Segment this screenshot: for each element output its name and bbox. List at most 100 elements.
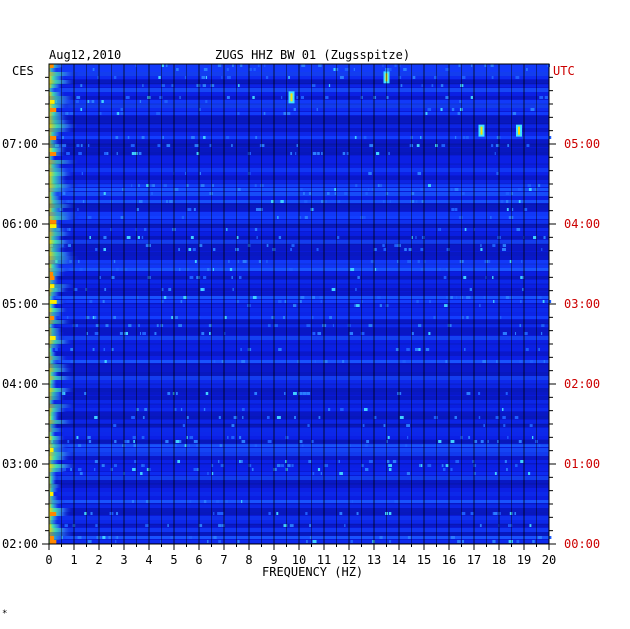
- heatmap-speck: [427, 184, 431, 187]
- heatmap-speck: [124, 268, 128, 271]
- heatmap-speck: [188, 444, 191, 447]
- heatmap-speck: [405, 444, 408, 447]
- lowfreq-hot: [50, 300, 57, 304]
- lowfreq-cell: [49, 228, 71, 232]
- heatmap-speck: [241, 360, 246, 363]
- heatmap-speck: [131, 416, 135, 419]
- lowfreq-cell: [49, 276, 61, 280]
- heatmap-speck: [425, 112, 428, 115]
- heatmap-speck: [427, 108, 432, 111]
- heatmap-speck: [417, 172, 422, 175]
- heatmap-speck: [533, 236, 537, 239]
- lowfreq-cell: [49, 116, 70, 120]
- heatmap-speck: [215, 500, 220, 503]
- heatmap-speck: [317, 468, 321, 471]
- heatmap-speck: [115, 540, 117, 543]
- lowfreq-hot: [50, 336, 56, 340]
- heatmap-speck: [503, 424, 506, 427]
- heatmap-speck: [302, 392, 307, 395]
- heatmap-speck: [79, 268, 83, 271]
- heatmap-speck: [501, 408, 504, 411]
- lowfreq-cell: [49, 140, 61, 144]
- heatmap-speck: [130, 144, 135, 147]
- lowfreq-cell: [49, 472, 58, 476]
- x-tick-label: 3: [120, 553, 127, 567]
- heatmap-speck: [188, 248, 192, 251]
- lowfreq-cell: [49, 64, 66, 68]
- heatmap-speck: [478, 416, 481, 419]
- heatmap-speck: [166, 144, 171, 147]
- heatmap-speck: [127, 136, 130, 139]
- heatmap-speck: [193, 208, 196, 211]
- heatmap-speck: [220, 512, 224, 515]
- heatmap-speck: [86, 332, 89, 335]
- heatmap-speck: [218, 460, 220, 463]
- heatmap-speck: [507, 436, 509, 439]
- grid-lines: [48, 63, 550, 545]
- heatmap-speck: [461, 540, 465, 543]
- heatmap-speck: [236, 236, 239, 239]
- heatmap-speck: [543, 236, 546, 239]
- heatmap-speck: [198, 244, 203, 247]
- heatmap-speck: [208, 324, 212, 327]
- heatmap-speck: [312, 472, 315, 475]
- heatmap-speck: [451, 108, 455, 111]
- heatmap-speck: [87, 144, 90, 147]
- heatmap-speck: [508, 216, 512, 219]
- heatmap-speck: [87, 436, 91, 439]
- heatmap-speck: [530, 360, 534, 363]
- heatmap-speck: [227, 436, 229, 439]
- heatmap-speck: [373, 416, 377, 419]
- heatmap-speck: [285, 460, 288, 463]
- heatmap-speck: [520, 276, 523, 279]
- heatmap-speck: [241, 408, 245, 411]
- heatmap-speck: [87, 100, 89, 103]
- heatmap-speck: [158, 76, 161, 79]
- heatmap-speck: [454, 208, 458, 211]
- heatmap-speck: [131, 500, 135, 503]
- heatmap-speck: [133, 440, 135, 443]
- heatmap-speck: [446, 268, 448, 271]
- lowfreq-cell: [49, 208, 66, 212]
- heatmap-speck: [421, 444, 423, 447]
- heatmap-speck: [346, 152, 350, 155]
- heatmap-speck: [293, 108, 296, 111]
- lowfreq-cell: [49, 144, 69, 148]
- lowfreq-cell: [49, 180, 70, 184]
- heatmap-speck: [508, 524, 510, 527]
- heatmap-speck: [157, 144, 161, 147]
- heatmap-speck: [136, 408, 139, 411]
- heatmap-speck: [510, 192, 513, 195]
- heatmap-speck: [209, 332, 211, 335]
- lowfreq-hot: [50, 492, 54, 496]
- heatmap-speck: [242, 260, 247, 263]
- lowfreq-cell: [49, 100, 77, 104]
- heatmap-speck: [290, 152, 293, 155]
- x-tick-label: 12: [342, 553, 356, 567]
- heatmap-speck: [433, 76, 438, 79]
- lowfreq-cell: [49, 184, 79, 188]
- lowfreq-cell: [49, 428, 66, 432]
- heatmap-speck: [506, 468, 508, 471]
- heatmap-speck: [309, 524, 312, 527]
- heatmap-speck: [414, 348, 419, 351]
- lowfreq-cell: [49, 204, 78, 208]
- heatmap-speck: [528, 188, 532, 191]
- heatmap-speck: [219, 444, 223, 447]
- heatmap-speck: [237, 260, 240, 263]
- heatmap-speck: [79, 472, 83, 475]
- heatmap-speck: [363, 408, 368, 411]
- heatmap-speck: [280, 464, 285, 467]
- heatmap-speck: [342, 360, 345, 363]
- heatmap-speck: [487, 440, 489, 443]
- heatmap-speck: [198, 524, 203, 527]
- heatmap-speck: [189, 276, 194, 279]
- heatmap-speck: [178, 324, 183, 327]
- heatmap-speck: [511, 208, 514, 211]
- heatmap-speck: [221, 524, 225, 527]
- heatmap-speck: [509, 524, 513, 527]
- heatmap-speck: [445, 296, 449, 299]
- heatmap-speck: [387, 436, 390, 439]
- lowfreq-cell: [49, 200, 69, 204]
- heatmap-speck: [283, 112, 287, 115]
